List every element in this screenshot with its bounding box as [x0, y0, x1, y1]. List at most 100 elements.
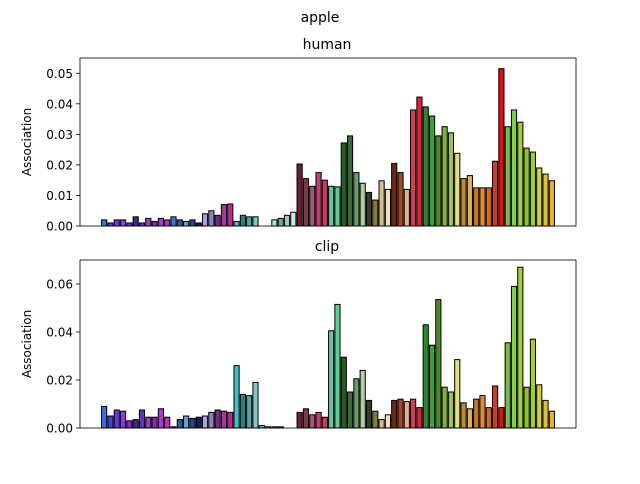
clip-bar [138, 409, 146, 429]
clip-bar [328, 330, 335, 429]
clip-bar [145, 416, 152, 429]
human-bar [334, 186, 341, 227]
clip-bar [372, 410, 379, 429]
clip-bar [119, 410, 127, 429]
human-bar [101, 219, 108, 227]
clip-bar [504, 342, 511, 429]
human-bar [391, 162, 398, 227]
clip-bar [309, 414, 316, 429]
clip-bar [428, 344, 436, 429]
human-bar [466, 175, 473, 227]
human-y-tick-label: 0.03 [46, 128, 73, 142]
clip-panel: clip Association 0.00 0.02 0.04 0.06 [20, 239, 577, 436]
clip-bar [397, 398, 404, 429]
human-bar [359, 182, 366, 227]
human-bar [315, 172, 322, 227]
clip-bar [113, 409, 120, 429]
human-bar [504, 126, 511, 227]
human-bar [208, 210, 215, 227]
human-bar [277, 217, 284, 227]
human-y-tick-label: 0.02 [46, 158, 73, 172]
human-bar [271, 219, 278, 227]
clip-y-axis-label: Association [20, 310, 34, 378]
human-bar [220, 204, 228, 227]
human-bar [492, 160, 499, 227]
human-bar [302, 178, 310, 227]
clip-bar [510, 285, 518, 429]
clip-panel-title: clip [315, 239, 339, 255]
clip-bar [183, 415, 190, 429]
clip-bar [201, 415, 209, 429]
human-bar [397, 172, 404, 227]
human-y-ticks: 0.00 0.01 0.02 0.03 0.04 0.05 [46, 67, 80, 234]
human-bar [252, 216, 259, 227]
human-bar [151, 220, 158, 227]
clip-bar [416, 407, 423, 429]
clip-bar [334, 303, 341, 429]
human-bar [296, 163, 303, 227]
clip-bar [378, 419, 385, 429]
clip-bar [441, 386, 448, 429]
human-bar [239, 214, 246, 227]
human-bar [189, 219, 196, 227]
clip-bar [246, 395, 253, 429]
clip-bar [365, 399, 373, 429]
clip-bar [214, 409, 221, 429]
clip-bar [492, 385, 499, 429]
clip-bar [523, 386, 530, 429]
human-panel: human Association 0.000.010.020.030.040.… [20, 37, 577, 234]
human-bars [101, 68, 555, 227]
clip-bar [189, 417, 196, 429]
clip-plot-frame [79, 259, 577, 429]
clip-bar [529, 338, 537, 429]
human-bar [473, 187, 480, 227]
clip-bar [195, 416, 202, 429]
human-bar [416, 96, 423, 227]
human-bar [384, 188, 391, 227]
clip-bar [233, 365, 240, 429]
clip-bar [485, 407, 492, 429]
clip-bar [460, 402, 467, 429]
clip-bar [517, 266, 524, 429]
clip-bar [422, 324, 429, 429]
human-bar [138, 222, 146, 227]
figure-title: apple [301, 10, 340, 26]
clip-bar [151, 416, 158, 429]
human-y-tick-label: 0.00 [46, 220, 73, 234]
human-bar [536, 167, 543, 227]
human-bar [195, 222, 202, 227]
human-bar [422, 106, 429, 227]
clip-bar [227, 411, 234, 429]
clip-bar [164, 416, 171, 429]
human-bar [510, 109, 518, 227]
human-bar [119, 219, 127, 227]
human-y-tick-label: 0.05 [46, 67, 73, 81]
clip-bar [132, 419, 139, 429]
clip-y-tick-label: 0.04 [46, 326, 73, 340]
clip-bar [403, 401, 410, 429]
human-y-tick-label: 0.01 [46, 189, 73, 203]
clip-bar [296, 411, 303, 429]
human-bar [410, 109, 417, 227]
clip-bar [466, 408, 473, 429]
clip-bar [157, 408, 164, 429]
human-bar [441, 126, 448, 227]
human-bar [214, 214, 221, 227]
human-bar [346, 135, 354, 227]
human-bar [176, 219, 183, 227]
clip-bar [454, 359, 461, 429]
clip-bar [410, 398, 417, 429]
human-bar [170, 216, 177, 227]
clip-bar [208, 411, 215, 429]
human-bar [157, 217, 164, 227]
human-bar [447, 132, 455, 227]
human-bar [523, 147, 530, 227]
clip-bar [353, 378, 360, 429]
clip-bar [220, 410, 228, 429]
human-bar [460, 178, 467, 227]
human-bar [309, 185, 316, 227]
clip-bar [536, 384, 543, 429]
clip-bar [315, 411, 322, 429]
human-bar [435, 135, 442, 227]
